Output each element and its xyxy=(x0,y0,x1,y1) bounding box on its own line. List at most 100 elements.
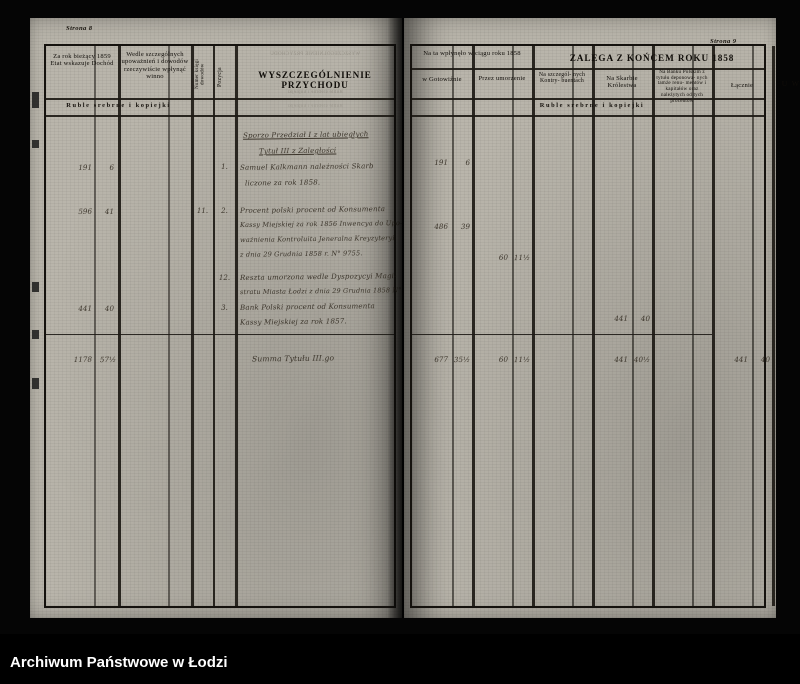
total-lacznie-kopecks: 40 xyxy=(760,354,771,365)
header-group-wplynelo: Na ta wpłynęło w ciągu roku 1858 xyxy=(423,50,521,57)
column-divider xyxy=(235,46,238,606)
cell-etat-rubles: 596 xyxy=(78,206,93,216)
header-rule xyxy=(46,98,394,101)
column-divider xyxy=(94,46,96,606)
header-wedle: Wedle szczególnych upoważnień i dowodów … xyxy=(121,51,189,81)
right-ledger-table: Na ta wpłynęło w ciągu roku 1858 ZALEGA … xyxy=(410,44,800,608)
header-group-zalega: ZALEGA Z KOŃCEM ROKU 1858 xyxy=(569,53,735,63)
cell-etat-kopecks: 41 xyxy=(104,206,115,217)
cell-umorzenie-rubles: 60 xyxy=(498,252,509,262)
header-rule xyxy=(412,68,764,71)
header-lacznie: Łącznie xyxy=(730,82,754,89)
total-umorzenie-rubles: 60 xyxy=(498,354,509,364)
section-title-line: Tytuł III z Zaległości xyxy=(258,145,337,156)
page-edge-mark xyxy=(32,330,39,339)
cell-gotowizna-kopecks: 6 xyxy=(465,157,471,167)
column-divider xyxy=(572,46,574,606)
entry-text-line: z dnia 29 Grudnia 1858 r. N° 9755. xyxy=(239,249,363,259)
entry-text-line: ważnienia Kontroluita Jeneralna Kreyzyte… xyxy=(239,234,395,244)
right-page-marker: Strona 9 xyxy=(710,38,737,45)
header-etat: Za rok bieżący 1859 Etat wskazuje Dochód xyxy=(50,53,114,68)
entry-text-line: liczone za rok 1858. xyxy=(244,177,321,188)
header-wyszczegolnienie: WYSZCZEGÓLNIENIE PRZYCHODU xyxy=(258,70,372,91)
column-divider xyxy=(118,46,121,606)
entry-text-line: Reszta umorzona wedle Dyspozycyi Magi- xyxy=(239,271,397,282)
column-divider xyxy=(692,46,694,606)
entry-text-line: Samuel Kalkmann należności Skarb xyxy=(239,161,374,172)
cell-gotowizna-kopecks: 39 xyxy=(460,221,471,232)
header-rule xyxy=(412,115,764,118)
left-ledger-table: Za rok bieżący 1859 Etat wskazuje Dochód… xyxy=(44,44,423,608)
left-page-marker: Strona 8 xyxy=(66,25,93,32)
total-etat-rubles: 1178 xyxy=(73,354,93,365)
column-divider xyxy=(512,46,514,606)
column-divider xyxy=(652,46,655,606)
page-edge-mark xyxy=(32,378,39,389)
column-divider xyxy=(532,46,535,606)
archive-caption-band: Archiwum Państwowe w Łodzi xyxy=(0,634,800,684)
cell-pozycja: 1. xyxy=(221,163,228,171)
entry-text-line: Bank Polski procent od Konsumenta xyxy=(239,301,375,312)
total-rule xyxy=(412,334,712,336)
cell-gotowizna-rubles: 191 xyxy=(434,157,449,167)
section-title-line: Sporzo Przedział I z lat ubiegłych xyxy=(242,129,369,140)
left-page-leaf xyxy=(30,18,402,618)
cell-pozycja: 12. xyxy=(218,274,231,282)
bleed-through-text: Ruble srebrne i kopiejki xyxy=(287,90,343,95)
archive-caption-text: Archiwum Państwowe w Łodzi xyxy=(10,654,228,671)
column-divider xyxy=(712,46,715,606)
header-numer-ksiegi: Numer księgi dowodów xyxy=(194,59,206,89)
entry-text-line: Kassy Miejskiej za rok 1856 Inwencya do … xyxy=(239,219,403,229)
entry-text-line: Kassy Miejskiej za rok 1857. xyxy=(239,316,347,327)
header-pozycja: Pozycja xyxy=(217,67,223,87)
entry-text-line: Procent polski procent od Konsumenta xyxy=(239,204,386,215)
total-label: Summa Tytułu III.go xyxy=(251,353,335,364)
cell-skarb-kopecks: 40 xyxy=(640,313,651,324)
cell-pozycja: 2. xyxy=(221,207,228,215)
bleed-through-text: WYSZCZEGÓLNIENIE PRZYCHODU xyxy=(269,52,361,57)
cell-skarb-rubles: 441 xyxy=(614,313,629,323)
total-umorzenie-kopecks: 11½ xyxy=(513,354,531,365)
cell-etat-kopecks: 40 xyxy=(104,303,115,314)
total-lacznie-rubles: 441 xyxy=(734,354,749,364)
header-kontrybuenci: Na szczegól- nych Kontry- buentach xyxy=(538,72,586,85)
header-gotowizna: w Gotowiźnie xyxy=(422,76,462,83)
total-gotowizna-rubles: 677 xyxy=(434,354,449,364)
column-divider xyxy=(632,46,634,606)
cell-numer-ksiegi: 11. xyxy=(196,207,209,215)
page-edge-mark xyxy=(32,92,39,108)
bleed-through-text: Ruble srebrne i kopiejki xyxy=(287,104,343,109)
total-kontrybuenci-rubles xyxy=(536,355,568,356)
cell-etat-rubles: 191 xyxy=(78,162,93,172)
column-divider xyxy=(772,46,775,606)
currency-band-left: Ruble srebrne i kopiejki xyxy=(66,102,171,109)
cell-umorzenie-kopecks: 11½ xyxy=(513,252,531,263)
total-rule xyxy=(46,334,394,336)
cell-gotowizna-rubles: 486 xyxy=(434,221,449,231)
header-rule xyxy=(412,98,764,101)
header-uwagi: U W A G I. xyxy=(781,79,800,88)
column-divider xyxy=(191,46,194,606)
currency-band-right: Ruble srebrne i kopiejki xyxy=(539,102,645,109)
total-bank-rubles xyxy=(656,355,688,356)
page-edge-mark xyxy=(32,140,39,148)
total-skarb-kopecks: 40½ xyxy=(633,354,651,365)
column-divider xyxy=(452,46,454,606)
header-bank: Na Banku Polskim z tytułu deponowa- nych… xyxy=(656,69,708,104)
column-divider xyxy=(752,46,754,606)
header-umorzenie: Przez umorzenie xyxy=(478,75,526,82)
column-divider xyxy=(213,46,215,606)
total-gotowizna-kopecks: 35½ xyxy=(453,354,471,365)
column-divider xyxy=(168,46,170,606)
column-divider xyxy=(592,46,595,606)
total-skarb-rubles: 441 xyxy=(614,354,629,364)
cell-etat-kopecks: 6 xyxy=(109,162,115,172)
total-etat-kopecks: 57½ xyxy=(99,354,117,365)
cell-etat-rubles: 441 xyxy=(78,303,93,313)
page-edge-mark xyxy=(32,282,39,292)
header-rule xyxy=(46,115,394,118)
header-skarb: Na Skarbie Królestwa xyxy=(606,75,638,90)
cell-pozycja: 3. xyxy=(221,304,228,312)
column-divider xyxy=(472,46,475,606)
